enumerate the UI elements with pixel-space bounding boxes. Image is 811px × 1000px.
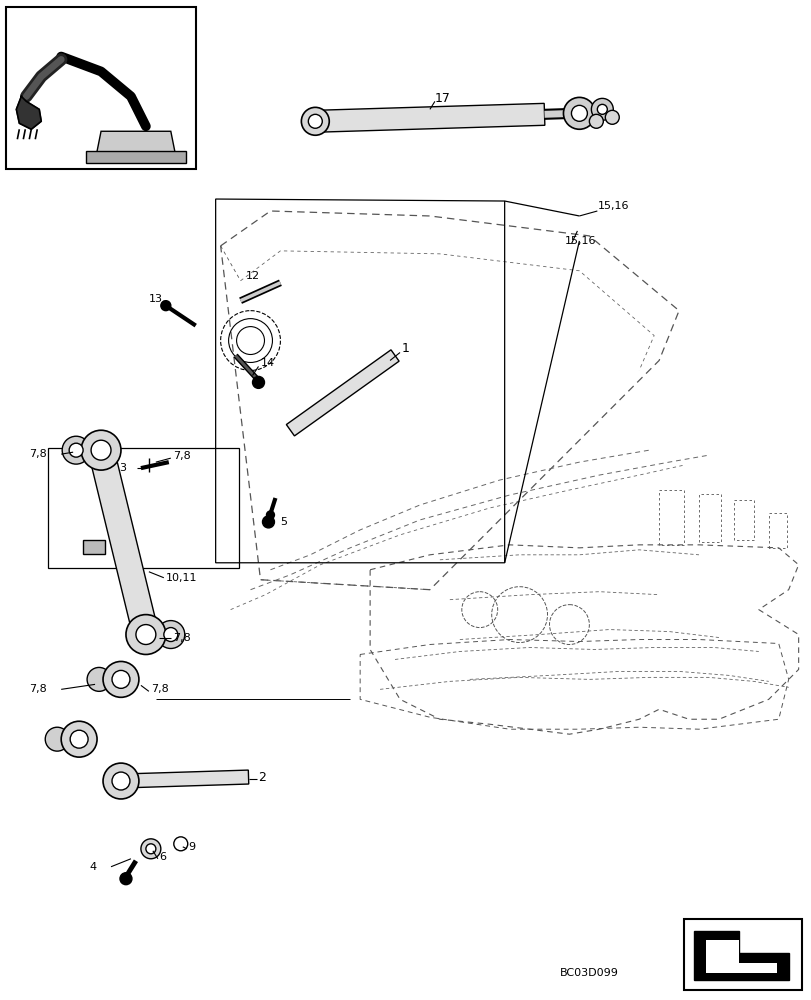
Circle shape [308,114,322,128]
Text: 7,8: 7,8 [151,684,169,694]
Polygon shape [315,103,544,132]
Circle shape [112,670,130,688]
Circle shape [135,625,156,645]
Circle shape [141,839,161,859]
Text: 5: 5 [280,517,287,527]
Circle shape [45,727,69,751]
Polygon shape [121,770,248,788]
Circle shape [70,730,88,748]
Circle shape [597,104,607,114]
Text: 13: 13 [148,294,163,304]
Circle shape [563,97,594,129]
Circle shape [126,615,165,654]
Circle shape [91,440,111,460]
Text: 14: 14 [260,358,274,368]
Text: 7,8: 7,8 [29,684,47,694]
Bar [683,919,800,990]
Polygon shape [88,447,158,638]
Circle shape [120,873,131,885]
Circle shape [81,430,121,470]
Text: 9: 9 [188,842,195,852]
Circle shape [87,667,111,691]
Circle shape [112,772,130,790]
Polygon shape [96,131,175,156]
Polygon shape [286,350,398,436]
Circle shape [164,628,178,642]
Circle shape [146,844,156,854]
Circle shape [590,98,612,120]
Circle shape [262,516,274,528]
Text: 6: 6 [159,852,165,862]
Circle shape [266,511,274,519]
Circle shape [61,721,97,757]
Polygon shape [693,931,787,980]
Circle shape [103,763,139,799]
Polygon shape [705,940,776,973]
Circle shape [252,376,264,388]
Text: 15,16: 15,16 [597,201,628,211]
Circle shape [157,621,185,648]
Text: 7,8: 7,8 [173,451,191,461]
Circle shape [161,301,170,311]
Circle shape [69,443,83,457]
Text: 2: 2 [258,771,266,784]
Bar [86,151,186,163]
Text: 15,16: 15,16 [564,236,595,246]
Circle shape [571,105,586,121]
Text: 10,11: 10,11 [165,573,197,583]
Text: 4: 4 [89,862,96,872]
Circle shape [174,837,187,851]
Text: 3: 3 [119,463,126,473]
Text: 12: 12 [245,271,260,281]
Circle shape [62,436,90,464]
Bar [83,540,105,554]
Circle shape [103,661,139,697]
Bar [6,7,195,169]
Circle shape [589,114,603,128]
Text: 17: 17 [435,92,450,105]
Text: BC03D099: BC03D099 [559,968,618,978]
Text: 7,8: 7,8 [29,449,47,459]
Polygon shape [16,96,41,129]
Circle shape [301,107,328,135]
Circle shape [604,110,619,124]
Text: 7,8: 7,8 [173,633,191,643]
Text: 1: 1 [401,342,410,355]
